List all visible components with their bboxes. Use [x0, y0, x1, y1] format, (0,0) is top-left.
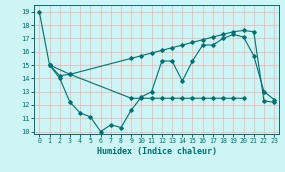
X-axis label: Humidex (Indice chaleur): Humidex (Indice chaleur) [97, 147, 217, 156]
